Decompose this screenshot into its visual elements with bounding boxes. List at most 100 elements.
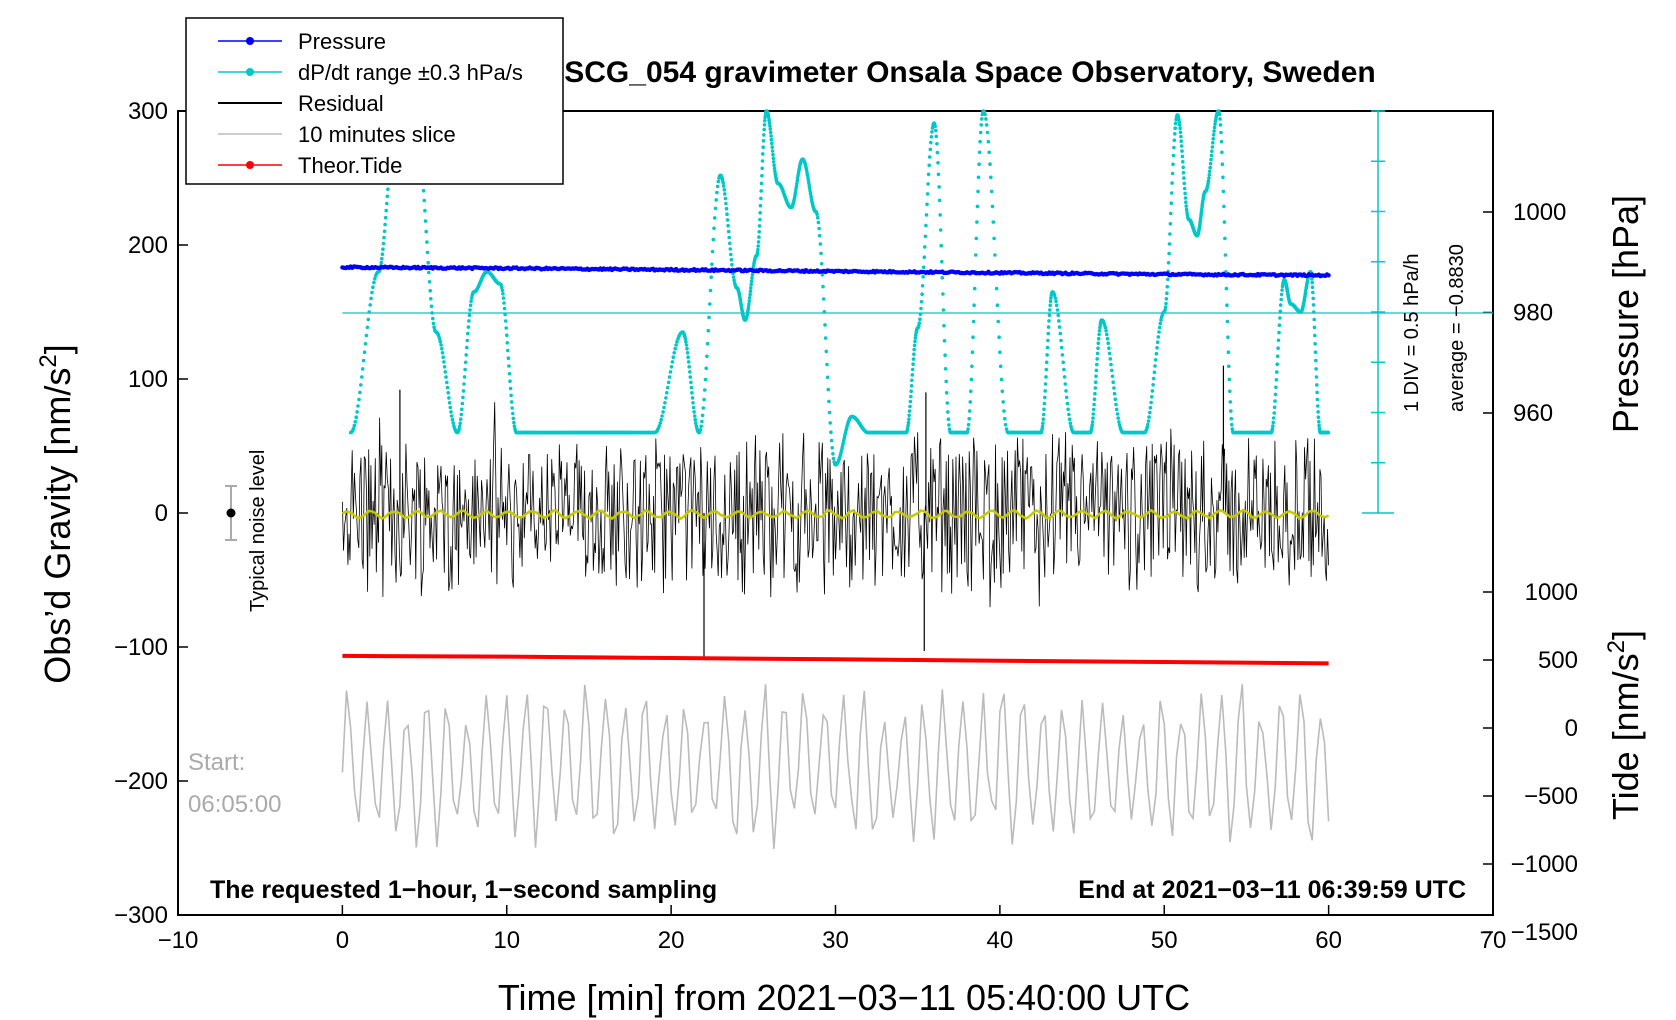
dpdt-point [827,410,832,415]
dpdt-point [1207,173,1212,177]
dpdt-point [429,297,433,301]
dpdt-point [659,417,663,422]
dpdt-point [929,135,934,139]
dpdt-point [724,201,728,206]
dpdt-point [1063,382,1068,386]
dpdt-point [363,342,368,346]
dpdt-point [386,187,390,192]
dpdt-point [1058,331,1063,336]
dpdt-point [967,409,972,413]
dpdt-point [1103,325,1108,330]
end-time-note: End at 2021−03−11 06:39:59 UTC [1078,876,1466,904]
dpdt-point [1181,165,1185,170]
tide-axis-label: Tide [nm/s2] [1603,630,1646,820]
dpdt-point [701,406,706,410]
legend-label: 10 minutes slice [298,122,456,147]
dpdt-point [750,276,754,280]
dpdt-point [1210,145,1215,149]
dpdt-point [1056,313,1060,318]
dpdt-point [1181,170,1186,175]
dpdt-point [1228,389,1232,394]
sampling-note: The requested 1−hour, 1−second sampling [210,876,717,904]
dpdt-point [1170,171,1175,176]
dpdt-point [1054,299,1058,304]
dpdt-point [947,423,951,427]
dpdt-point [944,379,948,384]
dpdt-point [1208,165,1212,170]
dpdt-point [746,305,751,309]
dpdt-point [1182,186,1187,191]
dpdt-point [667,375,672,379]
dpdt-point [1326,430,1331,435]
dpdt-point [942,323,946,328]
dpdt-point [1317,423,1321,428]
dpdt-point [1042,401,1047,406]
dpdt-point [1227,377,1232,382]
legend-box [185,17,564,185]
dpdt-point [1271,420,1276,425]
dpdt-point [508,386,513,391]
dpdt-point [1229,416,1234,421]
dpdt-point [757,224,762,228]
dpdt-point [1105,332,1109,337]
start-time: 06:05:00 [188,791,281,818]
dpdt-point [690,391,694,395]
dpdt-point [1093,380,1098,385]
dpdt-point [728,247,733,251]
dpdt-point [1165,284,1170,289]
dpdt-point [759,196,763,201]
dpdt-point [506,348,510,353]
dpdt-point [761,139,766,143]
dpdt-point [975,220,979,224]
dpdt-point [912,347,916,352]
dpdt-point [1314,375,1319,379]
dpdt-point [1157,325,1162,330]
dpdt-point [1042,407,1046,412]
dpdt-point [936,161,940,165]
y-tick-label: −100 [114,634,168,661]
pressure-point [1326,273,1331,278]
dpdt-point [929,140,933,145]
dpdt-point [1154,351,1159,356]
dpdt-point [910,378,914,383]
y-tick-label: −300 [114,902,168,929]
dpdt-point [691,401,695,405]
dpdt-point [688,370,692,374]
dpdt-point [1055,308,1060,312]
dpdt-point [772,163,776,168]
x-tick-label: 0 [336,927,349,954]
dpdt-point [815,212,819,217]
dpdt-point [698,428,703,432]
dpdt-point [933,124,937,129]
dpdt-point [1159,318,1163,322]
dpdt-point [1163,305,1168,310]
dpdt-point [1226,335,1230,340]
dpdt-point [1114,407,1119,412]
dpdt-point [1270,427,1275,431]
dpdt-point [769,137,774,142]
dpdt-point [1210,149,1214,153]
dpdt-point [756,244,760,248]
dpdt-point [770,145,774,149]
dpdt-point [686,355,690,360]
dpdt-point [461,389,466,393]
dpdt-point [909,389,913,394]
dpdt-point [675,339,679,344]
x-tick-label: 30 [822,927,849,954]
dpdt-point [1222,220,1227,224]
dpdt-point [815,215,820,220]
dpdt-point [668,370,673,374]
dpdt-point [384,208,389,213]
dpdt-point [509,393,513,398]
dpdt-point [771,160,776,164]
dpdt-point [1057,319,1061,323]
dpdt-point [912,352,916,357]
dpdt-point [829,438,834,443]
dpdt-point [943,367,948,371]
y-tick-label: 0 [155,500,168,527]
dpdt-point [919,306,923,311]
dpdt-point [1153,358,1158,362]
dpdt-point [467,313,472,318]
dpdt-point [422,198,427,203]
tide-tick-label: −1500 [1511,919,1578,946]
